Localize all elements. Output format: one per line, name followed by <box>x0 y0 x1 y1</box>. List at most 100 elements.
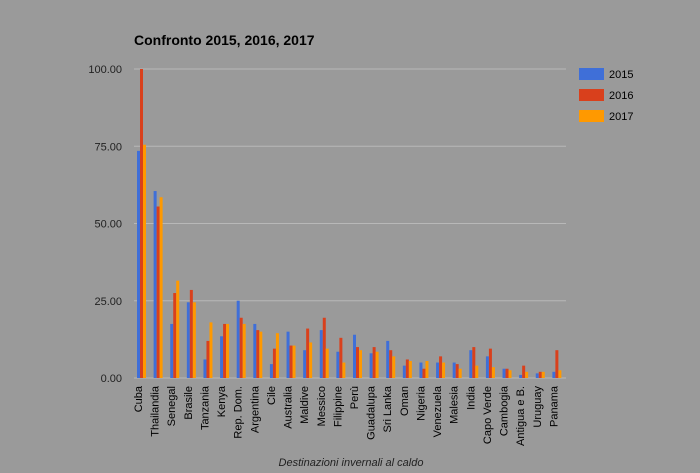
bar-2017 <box>359 350 362 378</box>
category-label: Cuba <box>133 385 145 412</box>
bar-2017 <box>159 197 163 378</box>
bar-2017 <box>408 361 412 378</box>
bar-2017 <box>192 302 196 378</box>
bar-2016 <box>206 340 210 378</box>
category-label: Sri Lanka <box>382 385 394 432</box>
category-label: Uruguay <box>532 386 544 428</box>
category-label: Thailandia <box>150 385 162 437</box>
bar-2017 <box>259 331 263 378</box>
bar-2015 <box>502 368 506 378</box>
category-label: Guadalupa <box>366 385 378 440</box>
bar-2015 <box>319 330 323 378</box>
category-label: Argentina <box>249 385 261 433</box>
bar-2016 <box>173 293 177 378</box>
bar-2016 <box>272 348 276 378</box>
bar-2015 <box>153 191 157 378</box>
bar-2017 <box>176 280 180 378</box>
bar-2016 <box>322 317 326 378</box>
grid <box>134 68 566 379</box>
bars <box>137 69 562 378</box>
category-label: Brasile <box>183 386 195 420</box>
legend-swatch[interactable] <box>579 89 604 101</box>
bar-2016 <box>538 371 542 378</box>
bar-2017 <box>143 144 146 378</box>
bar-2016 <box>472 347 476 378</box>
category-label: Panama <box>548 385 560 427</box>
bar-2017 <box>491 367 495 378</box>
category-label: Antigua e B. <box>515 386 527 446</box>
bar-2015 <box>353 334 356 378</box>
bar-2015 <box>336 351 340 378</box>
bar-2015 <box>253 323 257 378</box>
bar-2015 <box>452 362 456 378</box>
bar-2015 <box>386 340 390 378</box>
y-tick-label: 0.00 <box>101 373 122 385</box>
bar-2015 <box>552 371 556 378</box>
category-label: India <box>465 385 477 410</box>
bar-2016 <box>505 368 509 378</box>
bar-2017 <box>375 351 379 378</box>
category-label: Venezuela <box>432 385 444 437</box>
legend-swatch[interactable] <box>579 68 604 80</box>
bar-2016 <box>289 345 293 378</box>
bar-2015 <box>369 353 373 378</box>
bar-2016 <box>389 350 393 378</box>
legend-label[interactable]: 2017 <box>609 111 633 123</box>
bar-2017 <box>325 348 329 378</box>
bar-2015 <box>485 356 489 378</box>
category-label: Messico <box>316 386 328 426</box>
bar-2015 <box>137 150 140 378</box>
y-tick-label: 100.00 <box>88 64 122 76</box>
bar-2016 <box>455 364 459 378</box>
legend-label[interactable]: 2015 <box>609 69 633 81</box>
bar-2016 <box>189 289 193 378</box>
bar-2017 <box>541 371 545 378</box>
bar-2016 <box>422 368 426 378</box>
y-tick-label: 50.00 <box>94 219 122 231</box>
bar-2017 <box>392 356 396 378</box>
bar-2017 <box>475 365 479 378</box>
bar-2017 <box>525 371 529 378</box>
category-label: Australia <box>283 385 295 429</box>
bar-2017 <box>425 361 429 378</box>
bar-2016 <box>439 356 443 378</box>
bar-2015 <box>469 350 473 378</box>
bar-2017 <box>226 323 230 378</box>
bar-2017 <box>458 368 462 378</box>
category-label: Capo Verde <box>482 386 494 444</box>
bar-2016 <box>372 347 376 378</box>
bar-2015 <box>535 373 539 378</box>
bar-2017 <box>275 333 279 378</box>
category-label: Senegal <box>166 386 178 426</box>
bar-2017 <box>242 323 246 378</box>
bar-2017 <box>209 322 213 378</box>
bar-2017 <box>292 345 296 378</box>
legend-label[interactable]: 2016 <box>609 90 633 102</box>
legend[interactable]: 2015 2016 2017 <box>579 68 633 123</box>
bar-2015 <box>170 323 174 378</box>
bar-2015 <box>186 302 190 378</box>
bar-2016 <box>488 348 492 378</box>
y-axis-ticks: 0.00 25.00 50.00 75.00 100.00 <box>88 64 122 385</box>
bar-2016 <box>140 69 143 378</box>
bar-2016 <box>156 206 160 378</box>
category-label: Oman <box>399 386 411 416</box>
x-axis-title: Destinazioni invernali al caldo <box>279 457 424 469</box>
bar-2015 <box>236 300 240 378</box>
bar-2017 <box>558 370 562 378</box>
category-label: Maldive <box>299 386 311 424</box>
bar-2015 <box>519 374 523 378</box>
bar-2015 <box>203 359 207 378</box>
category-label: Rep. Dom. <box>233 386 245 439</box>
bar-2016 <box>306 328 310 378</box>
category-label: Nigeria <box>415 385 427 421</box>
legend-swatch[interactable] <box>579 110 604 122</box>
category-label: Cambogia <box>499 385 511 436</box>
bar-2015 <box>220 336 224 378</box>
bar-2015 <box>286 331 290 378</box>
bar-2015 <box>419 362 423 378</box>
chart-title: Confronto 2015, 2016, 2017 <box>134 32 315 48</box>
category-label: Perù <box>349 386 361 409</box>
y-tick-label: 25.00 <box>94 296 122 308</box>
bar-2017 <box>508 370 512 378</box>
